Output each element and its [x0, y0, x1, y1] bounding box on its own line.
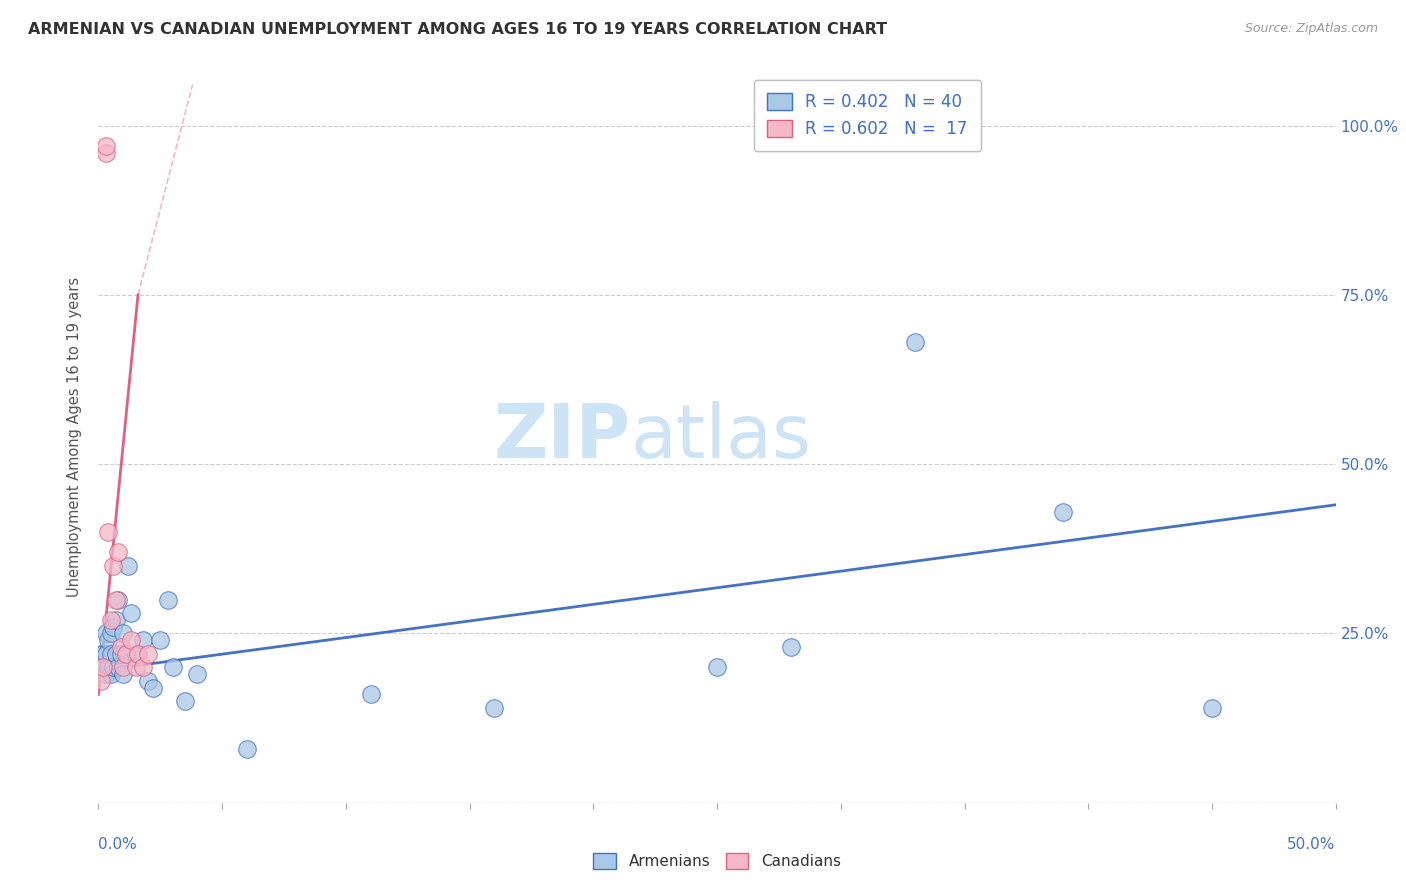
Point — [174, 694, 197, 708]
Point — [186, 667, 208, 681]
Text: 0.0%: 0.0% — [98, 837, 138, 852]
Point — [94, 139, 117, 153]
Point — [120, 633, 142, 648]
Point — [132, 633, 155, 648]
Point — [706, 660, 728, 674]
Point — [1052, 505, 1074, 519]
Point — [93, 660, 115, 674]
Text: atlas: atlas — [630, 401, 811, 474]
Point — [112, 660, 135, 674]
Point — [90, 673, 112, 688]
Text: ARMENIAN VS CANADIAN UNEMPLOYMENT AMONG AGES 16 TO 19 YEARS CORRELATION CHART: ARMENIAN VS CANADIAN UNEMPLOYMENT AMONG … — [28, 22, 887, 37]
Point — [94, 667, 117, 681]
Point — [93, 660, 115, 674]
Point — [136, 673, 159, 688]
Point — [780, 640, 803, 654]
Point — [107, 545, 129, 559]
Point — [103, 558, 125, 573]
Point — [94, 626, 117, 640]
Point — [103, 620, 125, 634]
Point — [90, 660, 112, 674]
Point — [100, 667, 122, 681]
Point — [97, 633, 120, 648]
Point — [127, 647, 149, 661]
Point — [124, 647, 146, 661]
Point — [236, 741, 259, 756]
Text: 50.0%: 50.0% — [1288, 837, 1336, 852]
Point — [94, 145, 117, 160]
Point — [107, 592, 129, 607]
Point — [93, 647, 115, 661]
Point — [360, 688, 382, 702]
Point — [112, 667, 135, 681]
Point — [112, 626, 135, 640]
Point — [104, 647, 127, 661]
Point — [162, 660, 184, 674]
Point — [90, 647, 112, 661]
Point — [156, 592, 179, 607]
Point — [97, 660, 120, 674]
Point — [97, 524, 120, 539]
Point — [107, 660, 129, 674]
Point — [110, 647, 132, 661]
Point — [94, 647, 117, 661]
Point — [100, 647, 122, 661]
Point — [117, 558, 139, 573]
Point — [136, 647, 159, 661]
Point — [124, 660, 146, 674]
Text: ZIP: ZIP — [494, 401, 630, 474]
Point — [103, 660, 125, 674]
Point — [104, 613, 127, 627]
Point — [100, 613, 122, 627]
Point — [142, 681, 165, 695]
Point — [149, 633, 172, 648]
Text: Source: ZipAtlas.com: Source: ZipAtlas.com — [1244, 22, 1378, 36]
Point — [110, 640, 132, 654]
Point — [120, 606, 142, 620]
Point — [484, 701, 506, 715]
Point — [1201, 701, 1223, 715]
Point — [132, 660, 155, 674]
Legend: Armenians, Canadians: Armenians, Canadians — [588, 847, 846, 875]
Y-axis label: Unemployment Among Ages 16 to 19 years: Unemployment Among Ages 16 to 19 years — [67, 277, 83, 597]
Point — [114, 647, 136, 661]
Point — [904, 335, 927, 350]
Point — [100, 626, 122, 640]
Point — [104, 592, 127, 607]
Legend: R = 0.402   N = 40, R = 0.602   N =  17: R = 0.402 N = 40, R = 0.602 N = 17 — [754, 79, 981, 151]
